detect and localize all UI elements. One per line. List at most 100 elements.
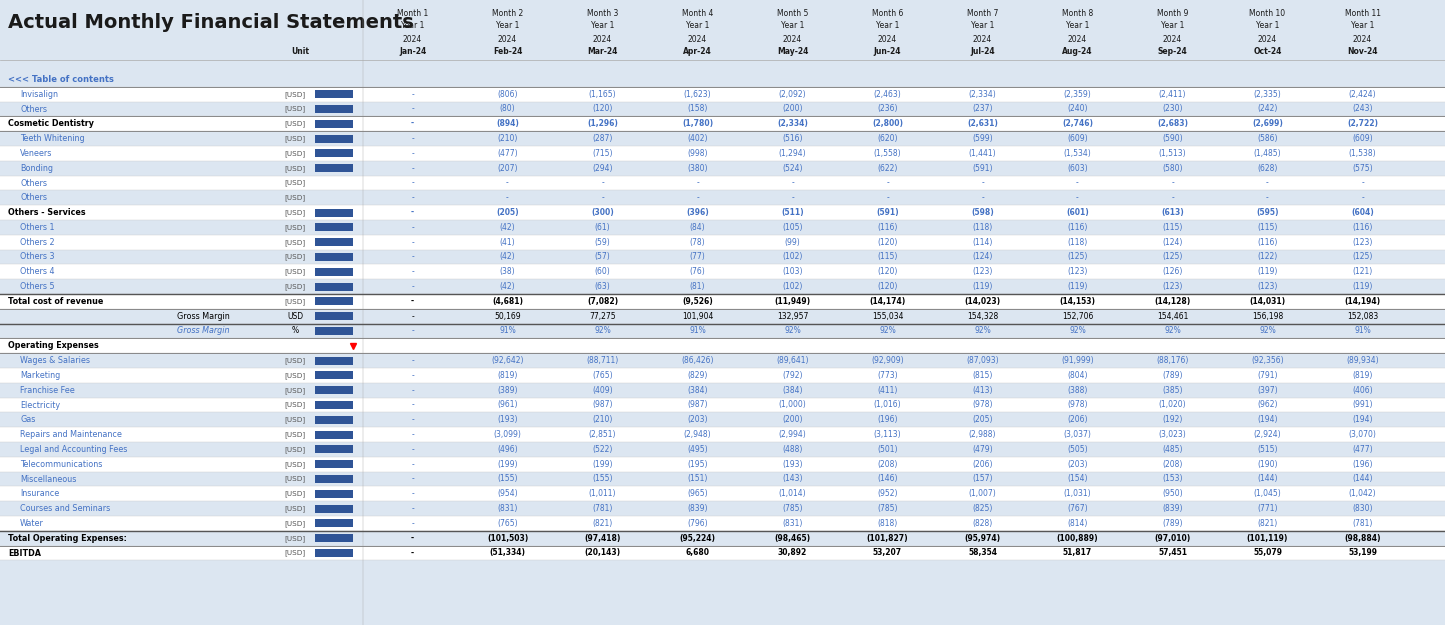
Text: (116): (116) [1353, 223, 1373, 232]
Text: (385): (385) [1162, 386, 1183, 395]
Text: (99): (99) [785, 238, 801, 247]
Bar [0, 220, 1445, 235]
Text: (821): (821) [592, 519, 613, 528]
Bar [0, 516, 1445, 531]
Text: (402): (402) [688, 134, 708, 143]
Bar [0, 457, 1445, 472]
Text: (991): (991) [1353, 401, 1373, 409]
Text: Month 11: Month 11 [1344, 9, 1380, 18]
Text: (2,463): (2,463) [874, 90, 902, 99]
Text: [USD]: [USD] [285, 165, 305, 172]
Text: [USD]: [USD] [285, 461, 305, 468]
Text: (4,681): (4,681) [491, 297, 523, 306]
Text: -: - [412, 238, 413, 247]
Text: [USD]: [USD] [285, 121, 305, 127]
Text: (102): (102) [782, 253, 802, 261]
Text: (603): (603) [1068, 164, 1088, 172]
Text: -: - [412, 356, 413, 365]
Text: (208): (208) [1162, 460, 1182, 469]
Text: (1,007): (1,007) [968, 489, 997, 498]
Text: -: - [412, 504, 413, 513]
Text: (609): (609) [1068, 134, 1088, 143]
Bar [315, 282, 353, 291]
Text: Repairs and Maintenance: Repairs and Maintenance [20, 430, 121, 439]
Text: (143): (143) [782, 474, 803, 484]
Text: -: - [601, 193, 604, 202]
Text: (14,194): (14,194) [1344, 297, 1380, 306]
Text: EBITDA: EBITDA [9, 549, 40, 558]
Text: (42): (42) [500, 223, 516, 232]
Text: (485): (485) [1162, 445, 1183, 454]
Text: (380): (380) [688, 164, 708, 172]
Text: (120): (120) [877, 282, 897, 291]
Bar [315, 209, 353, 217]
Text: -: - [412, 179, 413, 187]
Text: (210): (210) [497, 134, 517, 143]
Bar [315, 327, 353, 335]
Text: -: - [412, 386, 413, 395]
Text: Others 1: Others 1 [20, 223, 55, 232]
Text: Franchise Fee: Franchise Fee [20, 386, 75, 395]
Text: (384): (384) [688, 386, 708, 395]
Text: (622): (622) [877, 164, 897, 172]
Text: (116): (116) [1257, 238, 1277, 247]
Text: (207): (207) [497, 164, 517, 172]
Text: (119): (119) [1257, 268, 1277, 276]
Bar [0, 309, 1445, 324]
Bar [315, 105, 353, 113]
Text: Year 1: Year 1 [876, 21, 899, 31]
Text: (785): (785) [782, 504, 803, 513]
Text: (2,334): (2,334) [968, 90, 997, 99]
Text: -: - [412, 474, 413, 484]
Text: (98,465): (98,465) [775, 534, 811, 542]
Text: (831): (831) [497, 504, 517, 513]
Text: -: - [412, 253, 413, 261]
Text: -: - [412, 282, 413, 291]
Text: (575): (575) [1353, 164, 1373, 172]
Text: Gross Margin: Gross Margin [178, 312, 230, 321]
Text: Month 2: Month 2 [491, 9, 523, 18]
Text: -: - [790, 179, 793, 187]
Text: (765): (765) [592, 371, 613, 380]
Text: (205): (205) [972, 415, 993, 424]
Text: 92%: 92% [1165, 326, 1181, 336]
Text: Others: Others [20, 104, 48, 114]
Text: 2024: 2024 [783, 34, 802, 44]
Text: (950): (950) [1162, 489, 1183, 498]
Text: (495): (495) [688, 445, 708, 454]
Text: (87,093): (87,093) [967, 356, 998, 365]
Text: Courses and Seminars: Courses and Seminars [20, 504, 110, 513]
Text: -: - [412, 415, 413, 424]
Text: (155): (155) [592, 474, 613, 484]
Text: (294): (294) [592, 164, 613, 172]
Text: Teeth Whitening: Teeth Whitening [20, 134, 85, 143]
Text: -: - [412, 489, 413, 498]
Text: Month 7: Month 7 [967, 9, 998, 18]
Bar [315, 149, 353, 158]
Text: (2,335): (2,335) [1254, 90, 1282, 99]
Text: [USD]: [USD] [285, 239, 305, 246]
Text: 2024: 2024 [1068, 34, 1087, 44]
Bar [0, 87, 1445, 102]
Text: 2024: 2024 [499, 34, 517, 44]
Text: [USD]: [USD] [285, 505, 305, 512]
Text: [USD]: [USD] [285, 298, 305, 305]
Text: (200): (200) [782, 415, 803, 424]
Text: Water: Water [20, 519, 43, 528]
Bar [0, 161, 1445, 176]
Text: (384): (384) [782, 386, 803, 395]
Text: Nov-24: Nov-24 [1347, 48, 1377, 56]
Text: (613): (613) [1162, 208, 1183, 217]
Text: [USD]: [USD] [285, 535, 305, 542]
Bar [315, 164, 353, 172]
Text: (38): (38) [500, 268, 516, 276]
Text: (144): (144) [1257, 474, 1277, 484]
Text: 156,198: 156,198 [1251, 312, 1283, 321]
Text: -: - [410, 549, 415, 558]
Bar [0, 353, 1445, 368]
Text: -: - [790, 193, 793, 202]
Bar [315, 519, 353, 528]
Bar [315, 475, 353, 483]
Text: 91%: 91% [1354, 326, 1371, 336]
Text: Year 1: Year 1 [496, 21, 519, 31]
